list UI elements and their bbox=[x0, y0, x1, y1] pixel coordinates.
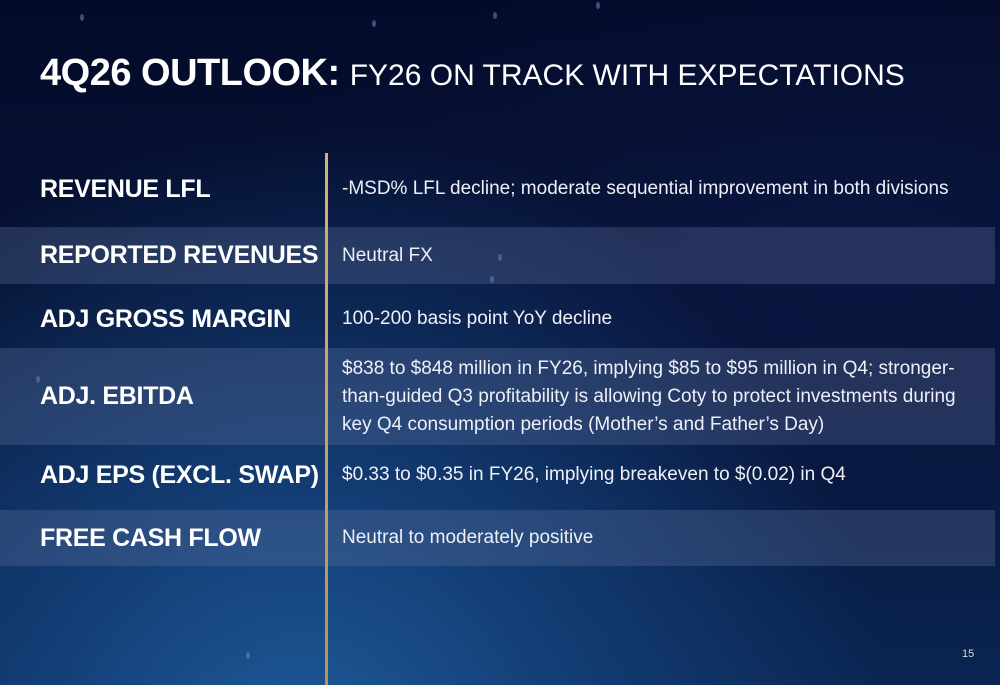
row-value: $838 to $848 million in FY26, implying $… bbox=[342, 357, 956, 435]
row-value: $0.33 to $0.35 in FY26, implying breakev… bbox=[342, 464, 846, 485]
particle bbox=[498, 254, 502, 261]
particle bbox=[246, 652, 250, 659]
page-number: 15 bbox=[962, 648, 975, 660]
particle bbox=[80, 14, 84, 21]
row-label: FREE CASH FLOW bbox=[40, 523, 261, 552]
particle bbox=[596, 2, 600, 9]
row-value: -MSD% LFL decline; moderate sequential i… bbox=[342, 178, 949, 199]
slide-title-light: FY26 ON TRACK WITH EXPECTATIONS bbox=[349, 59, 905, 92]
row-label: ADJ GROSS MARGIN bbox=[40, 304, 291, 333]
row-label: ADJ EPS (EXCL. SWAP) bbox=[40, 460, 319, 489]
particle bbox=[493, 12, 497, 19]
table-row-revenue-lfl: REVENUE LFL -MSD% LFL decline; moderate … bbox=[0, 158, 995, 220]
table-row-adj-gross-margin: ADJ GROSS MARGIN 100-200 basis point YoY… bbox=[0, 290, 995, 348]
table-row-reported-revenues: REPORTED REVENUES Neutral FX bbox=[0, 227, 995, 284]
row-label: REPORTED REVENUES bbox=[40, 241, 319, 269]
particle bbox=[36, 376, 40, 383]
row-label: ADJ. EBITDA bbox=[40, 382, 194, 410]
column-divider bbox=[325, 153, 328, 685]
particle bbox=[372, 20, 376, 27]
row-value: Neutral FX bbox=[342, 244, 433, 266]
table-row-free-cash-flow: FREE CASH FLOW Neutral to moderately pos… bbox=[0, 510, 995, 566]
row-value: Neutral to moderately positive bbox=[342, 527, 594, 548]
table-row-adj-ebitda: ADJ. EBITDA $838 to $848 million in FY26… bbox=[0, 348, 995, 445]
row-value: 100-200 basis point YoY decline bbox=[342, 308, 613, 329]
particle bbox=[490, 276, 494, 283]
slide-title: 4Q26 OUTLOOK: FY26 ON TRACK WITH EXPECTA… bbox=[40, 52, 905, 95]
table-row-adj-eps: ADJ EPS (EXCL. SWAP) $0.33 to $0.35 in F… bbox=[0, 446, 995, 504]
row-label: REVENUE LFL bbox=[40, 174, 211, 203]
slide-title-bold: 4Q26 OUTLOOK: bbox=[40, 52, 340, 94]
